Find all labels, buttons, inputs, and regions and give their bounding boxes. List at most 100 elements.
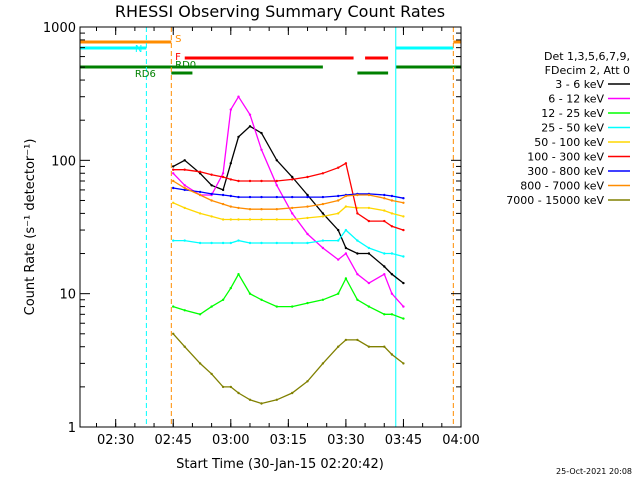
series-1-point: [356, 252, 359, 255]
annotation-rd0: RD0: [175, 60, 196, 71]
series-4-point: [291, 241, 294, 245]
series-7-point: [383, 193, 386, 197]
series-line-6: [173, 162, 404, 231]
series-6-point: [344, 162, 348, 165]
x-tick-label: 03:00: [212, 433, 249, 448]
series-1-point: [337, 228, 340, 232]
series-5-point: [275, 218, 278, 221]
series-9-point: [221, 385, 225, 389]
series-2-point: [321, 246, 325, 250]
series-9-point: [248, 398, 252, 401]
series-6-point: [237, 179, 240, 183]
series-3-point: [210, 305, 213, 308]
series-line-9: [172, 333, 404, 405]
series-3-point: [367, 305, 371, 308]
series-6-point: [402, 228, 405, 232]
series-7-point: [183, 188, 186, 192]
series-6-point: [172, 168, 175, 171]
series-9-point: [390, 353, 394, 356]
series-2-point: [248, 113, 252, 116]
series-7-point: [221, 193, 225, 197]
series-1-point: [221, 188, 225, 192]
series-2-point: [337, 258, 340, 261]
legend-label-5: 50 - 100 keV: [534, 136, 604, 149]
series-9-point: [172, 332, 175, 335]
series-5-point: [248, 218, 252, 221]
series-2-point: [260, 148, 263, 151]
series-5-point: [237, 218, 240, 221]
series-9-point: [275, 398, 278, 401]
series-3-point: [321, 298, 325, 301]
series-1-point: [229, 162, 232, 165]
series-line-2: [172, 95, 404, 308]
series-4-point: [229, 241, 232, 245]
series-6-point: [337, 166, 340, 169]
series-1-point: [183, 159, 186, 162]
legend-label-2: 6 - 12 keV: [548, 93, 604, 106]
series-5-point: [229, 218, 232, 221]
series-6-point: [229, 178, 232, 181]
series-8-point: [198, 193, 202, 197]
legend-header-line-2: FDecim 2, Att 0: [545, 64, 630, 77]
series-5-point: [383, 209, 386, 212]
series-3-point: [306, 301, 309, 305]
series-1-point: [367, 252, 371, 255]
legend-label-6: 100 - 300 keV: [527, 151, 604, 164]
series-4-point: [183, 239, 186, 242]
legend-label-9: 7000 - 15000 keV: [506, 194, 604, 207]
series-3-point: [337, 292, 340, 295]
series-6-point: [390, 225, 394, 228]
series-3-point: [356, 298, 359, 301]
series-3-point: [402, 317, 405, 320]
series-4-point: [356, 239, 359, 242]
series-4-point: [321, 239, 325, 242]
series-9-point: [337, 345, 340, 348]
series-3-point: [183, 309, 186, 312]
series-8-point: [291, 206, 294, 210]
y-tick-label: 100: [51, 154, 76, 169]
series-9-point: [306, 380, 309, 383]
series-1-point: [275, 159, 278, 162]
series-4-point: [367, 246, 371, 250]
series-line-4: [173, 229, 404, 258]
series-1-point: [306, 193, 309, 197]
series-1-point: [210, 184, 213, 187]
series-8-point: [229, 205, 232, 208]
series-9-point: [291, 391, 294, 395]
series-3-point: [172, 305, 175, 308]
series-4-point: [344, 228, 348, 232]
y-tick-label: 1: [68, 421, 76, 436]
series-3-point: [383, 313, 386, 316]
x-axis-label: Start Time (30-Jan-15 02:20:42): [176, 457, 384, 472]
series-3-point: [260, 298, 263, 301]
series-7-point: [198, 190, 202, 194]
series-2-point: [390, 292, 394, 295]
x-axis: 02:30 02:45 03:00 03:15 03:30 03:45 04:00: [95, 27, 480, 448]
series-8-point: [321, 202, 325, 206]
x-tick-label: 03:45: [385, 433, 422, 448]
series-2-point: [402, 305, 405, 308]
series-3-point: [229, 286, 232, 290]
annotation-s: S: [175, 34, 181, 45]
legend-label-1: 3 - 6 keV: [555, 78, 604, 91]
series-7-point: [237, 195, 240, 199]
series-3-point: [275, 305, 278, 308]
series-7-point: [275, 195, 278, 199]
series-2-point: [172, 172, 175, 175]
x-tick-label: 04:00: [442, 433, 479, 448]
series-9-point: [260, 402, 263, 405]
y-tick-label: 10: [59, 288, 76, 303]
series-7-point: [291, 195, 294, 199]
series-5-point: [183, 206, 186, 210]
series-5-point: [260, 218, 263, 221]
series-3-point: [237, 273, 240, 276]
series-4-point: [248, 241, 252, 245]
series-9-point: [183, 345, 186, 348]
series-8-point: [383, 197, 386, 200]
x-tick-label: 03:30: [327, 433, 364, 448]
legend-label-8: 800 - 7000 keV: [520, 180, 604, 193]
series-1-point: [344, 246, 348, 250]
series-5-point: [198, 212, 202, 215]
series-9-point: [367, 345, 371, 348]
series-9-point: [402, 362, 405, 365]
